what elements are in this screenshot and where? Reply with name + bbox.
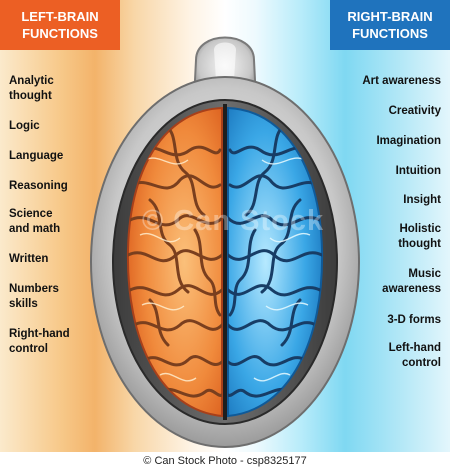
left-function-science-and-math: Science and math xyxy=(9,207,60,237)
right-header-line-1: RIGHT-BRAIN xyxy=(347,9,433,24)
left-function-line: and math xyxy=(9,223,61,235)
left-brain-functions-header: LEFT-BRAIN FUNCTIONS xyxy=(0,0,120,50)
right-function-3d-forms: 3-D forms xyxy=(387,313,441,328)
right-function-line: control xyxy=(402,357,441,369)
left-function-line: Analytic xyxy=(9,75,54,87)
right-function-line: Holistic xyxy=(399,223,441,235)
right-function-line: 3-D forms xyxy=(387,314,441,326)
left-function-line: Science xyxy=(9,208,53,220)
left-function-logic: Logic xyxy=(9,119,40,134)
right-function-line: Art awareness xyxy=(362,75,441,87)
right-function-line: Imagination xyxy=(376,135,441,147)
left-header-line-1: LEFT-BRAIN xyxy=(21,9,99,24)
right-function-music-awareness: Music awareness xyxy=(382,267,441,297)
right-brain-functions-header: RIGHT-BRAIN FUNCTIONS xyxy=(330,0,450,50)
right-function-art-awareness: Art awareness xyxy=(362,74,441,89)
left-function-language: Language xyxy=(9,149,63,164)
right-header-line-2: FUNCTIONS xyxy=(352,26,428,41)
left-function-written: Written xyxy=(9,252,48,267)
left-function-line: Reasoning xyxy=(9,180,68,192)
left-function-analytic-thought: Analytic thought xyxy=(9,74,54,104)
left-function-line: skills xyxy=(9,298,38,310)
left-function-line: Numbers xyxy=(9,283,59,295)
right-function-line: awareness xyxy=(382,283,441,295)
left-header-line-2: FUNCTIONS xyxy=(22,26,98,41)
right-function-line: Music xyxy=(408,268,441,280)
right-function-line: Left-hand xyxy=(388,342,441,354)
copyright-footer: © Can Stock Photo - csp8325177 xyxy=(143,455,307,467)
right-function-line: Creativity xyxy=(388,105,441,117)
left-function-numbers-skills: Numbers skills xyxy=(9,282,59,312)
right-function-line: Intuition xyxy=(395,165,441,177)
illustration: © Can Stock LEFT-BRAIN FUNCTIONS RIGHT-BR… xyxy=(0,0,450,452)
left-function-line: Logic xyxy=(9,120,40,132)
right-function-creativity: Creativity xyxy=(389,104,441,119)
right-function-line: thought xyxy=(398,238,441,250)
left-function-line: Language xyxy=(9,150,64,162)
left-function-line: Written xyxy=(9,253,49,265)
right-function-insight: Insight xyxy=(403,193,441,208)
left-function-line: Right-hand xyxy=(9,328,70,340)
right-function-holistic-thought: Holistic thought xyxy=(398,222,441,252)
brain-top-view-illustration xyxy=(90,36,360,448)
right-function-left-hand-control: Left-hand control xyxy=(389,341,441,371)
left-function-reasoning: Reasoning xyxy=(9,179,68,194)
right-function-intuition: Intuition xyxy=(396,164,441,179)
right-function-imagination: Imagination xyxy=(376,134,441,149)
right-function-line: Insight xyxy=(403,194,441,206)
left-function-right-hand-control: Right-hand control xyxy=(9,327,70,357)
left-function-line: control xyxy=(9,343,48,355)
left-function-line: thought xyxy=(9,90,52,102)
